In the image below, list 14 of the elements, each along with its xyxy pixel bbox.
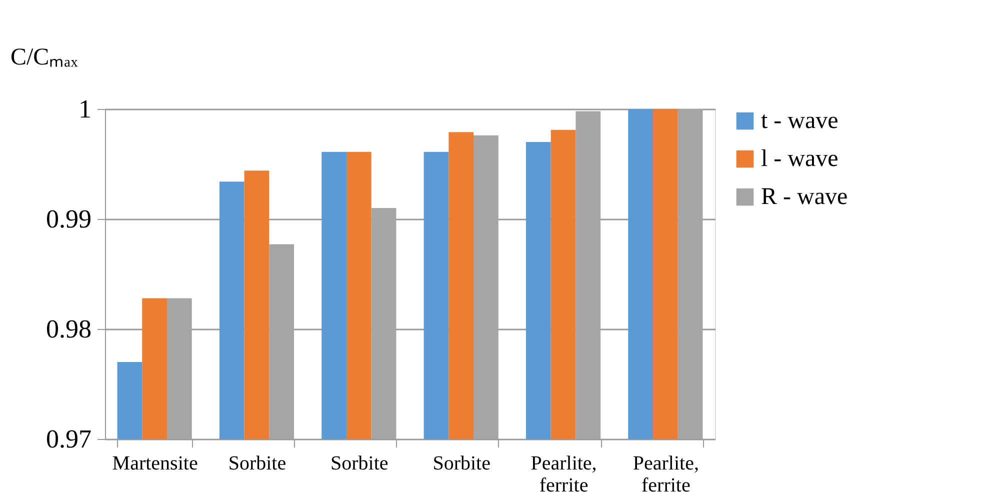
x-tick-label: Sorbite (228, 452, 286, 474)
y-tick-label: 1 (78, 94, 92, 124)
y-tick-label: 0.99 (46, 204, 92, 234)
legend-label: t - wave (761, 108, 838, 134)
legend-label: R - wave (761, 184, 848, 210)
y-axis-title: C/Cₘₐₓ (10, 44, 78, 70)
x-tick-label: Sorbite (330, 452, 388, 474)
y-tick-label: 0.98 (46, 314, 92, 344)
x-tick-label: Pearlite, ferrite (632, 452, 699, 495)
y-tick-label: 0.97 (46, 424, 92, 454)
legend-label: l - wave (761, 146, 838, 172)
x-tick-label: Sorbite (432, 452, 491, 474)
x-tick-label: Martensite (112, 452, 198, 474)
x-tick-label: Pearlite, ferrite (530, 452, 597, 495)
